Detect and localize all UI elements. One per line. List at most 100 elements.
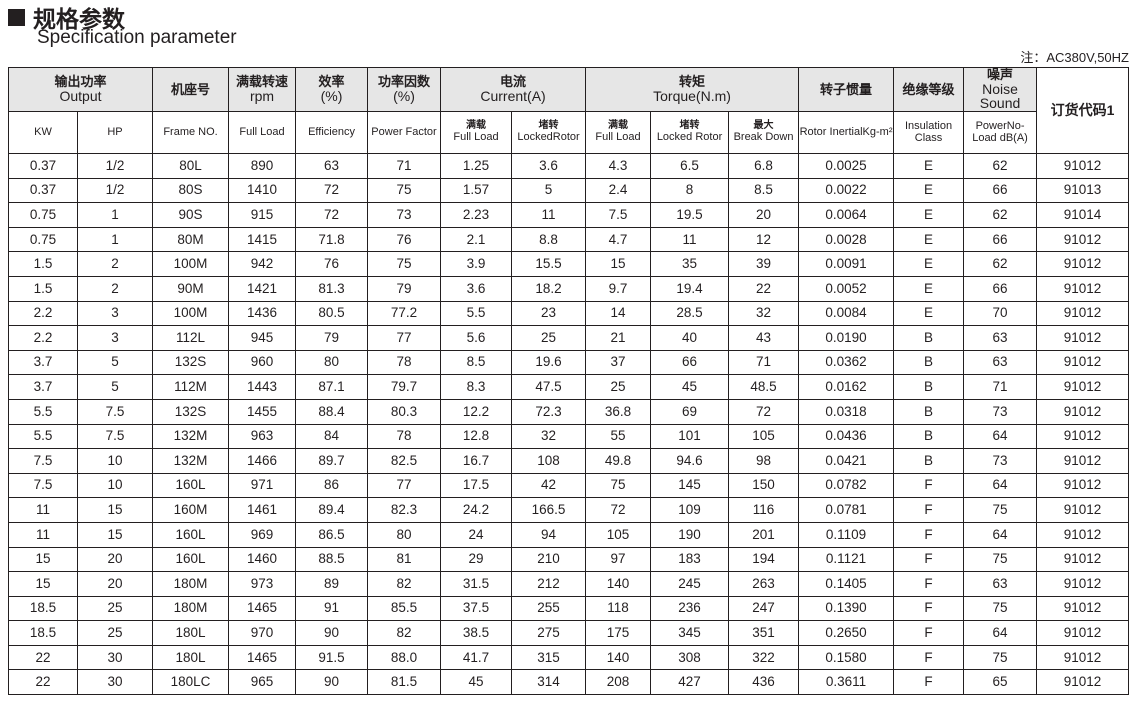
table-cell: 1.57 — [440, 177, 513, 204]
table-cell: 0.0782 — [798, 472, 895, 499]
table-cell: 29 — [440, 546, 513, 573]
table-cell: 17.5 — [440, 472, 513, 499]
table-cell: E — [893, 177, 965, 204]
table-cell: 8 — [650, 177, 730, 204]
column-group-header: 转矩 Torque(N.m) — [585, 66, 800, 113]
table-cell: 25 — [76, 620, 154, 646]
table-cell: 15 — [585, 251, 652, 277]
table-cell: 91012 — [1036, 620, 1130, 646]
table-cell: 91012 — [1036, 251, 1130, 277]
table-cell: 89.7 — [295, 448, 369, 474]
table-cell: 94.6 — [650, 448, 730, 474]
table-cell: 89 — [295, 571, 369, 597]
table-cell: 79 — [367, 275, 442, 302]
table-cell: 105 — [585, 521, 652, 548]
table-cell: 76 — [295, 251, 369, 277]
table-cell: 63 — [963, 571, 1038, 597]
header-en: LockedRotor — [517, 130, 580, 143]
header-en: Rotor InertialKg-m² — [799, 125, 893, 138]
table-cell: 11 — [650, 226, 730, 253]
table-cell: 1 — [76, 226, 154, 253]
table-cell: 48.5 — [728, 374, 800, 400]
table-cell: 80M — [152, 226, 230, 253]
table-cell: 315 — [511, 644, 587, 671]
table-cell: 90 — [295, 669, 369, 696]
table-cell: F — [893, 497, 965, 523]
column-header: Power Factor — [367, 111, 442, 155]
table-cell: 0.0190 — [798, 325, 895, 351]
table-cell: 1415 — [228, 226, 297, 253]
column-header: HP — [76, 111, 154, 155]
column-header: Full Load — [228, 111, 297, 155]
table-cell: 21 — [585, 325, 652, 351]
table-cell: 80S — [152, 177, 230, 204]
header-en: (%) — [320, 87, 343, 104]
table-cell: 90 — [295, 620, 369, 646]
table-cell: 80L — [152, 153, 230, 179]
table-row: 1.5 2 100M 942 76 75 3.9 15.5 15 35 39 0.0091 E 62 910… — [8, 251, 1130, 277]
table-cell: 4.3 — [585, 153, 652, 179]
table-cell: 22 — [8, 644, 78, 671]
table-cell: 15 — [76, 521, 154, 548]
table-row: 18.5 25 180L 970 90 82 38.5 275 175 345 351 0.2650 F… — [8, 620, 1130, 646]
header-en: Noise Sound — [979, 80, 1021, 112]
table-cell: 5 — [76, 349, 154, 376]
table-cell: 82 — [367, 571, 442, 597]
table-cell: 28.5 — [650, 300, 730, 327]
table-cell: 91.5 — [295, 644, 369, 671]
table-cell: 86.5 — [295, 521, 369, 548]
table-cell: 97 — [585, 546, 652, 573]
table-cell: 0.1121 — [798, 546, 895, 573]
table-cell: 30 — [76, 669, 154, 696]
section-title: 规格参数 — [8, 0, 125, 34]
table-cell: 77 — [367, 325, 442, 351]
table-cell: B — [893, 374, 965, 400]
table-cell: 969 — [228, 521, 297, 548]
table-cell: 12.8 — [440, 423, 513, 450]
table-cell: 75 — [585, 472, 652, 499]
table-cell: 314 — [511, 669, 587, 696]
table-row: 3.7 5 132S 960 80 78 8.5 19.6 37 66 71 0.0362 B 63 910… — [8, 349, 1130, 376]
table-cell: 427 — [650, 669, 730, 696]
table-cell: 88.0 — [367, 644, 442, 671]
table-cell: 1410 — [228, 177, 297, 204]
table-cell: 18.5 — [8, 620, 78, 646]
table-cell: 39 — [728, 251, 800, 277]
table-cell: 2.2 — [8, 325, 78, 351]
column-header: Frame NO. — [152, 111, 230, 155]
table-cell: F — [893, 546, 965, 573]
column-header: Efficiency — [295, 111, 369, 155]
table-cell: B — [893, 423, 965, 450]
table-cell: 91012 — [1036, 521, 1130, 548]
table-cell: 194 — [728, 546, 800, 573]
header-en: Frame NO. — [163, 125, 218, 138]
table-cell: 94 — [511, 521, 587, 548]
table-cell: 78 — [367, 349, 442, 376]
table-cell: 180M — [152, 571, 230, 597]
table-cell: 2.23 — [440, 202, 513, 228]
column-header: Rotor InertialKg-m² — [798, 111, 895, 155]
table-cell: 16.7 — [440, 448, 513, 474]
table-cell: 351 — [728, 620, 800, 646]
table-cell: E — [893, 300, 965, 327]
square-bullet-icon — [8, 8, 25, 26]
table-cell: 166.5 — [511, 497, 587, 523]
table-cell: 1461 — [228, 497, 297, 523]
table-cell: 160L — [152, 521, 230, 548]
table-cell: 140 — [585, 644, 652, 671]
table-cell: 0.3611 — [798, 669, 895, 696]
table-cell: 82.5 — [367, 448, 442, 474]
table-cell: 72 — [295, 177, 369, 204]
table-cell: 160L — [152, 472, 230, 499]
table-cell: 75 — [963, 497, 1038, 523]
table-cell: 0.1390 — [798, 595, 895, 622]
header-cn: 效率 — [318, 74, 345, 90]
table-cell: 19.5 — [650, 202, 730, 228]
table-cell: 15 — [8, 546, 78, 573]
table-cell: 32 — [511, 423, 587, 450]
table-cell: 75 — [963, 644, 1038, 671]
table-row: 5.5 7.5 132M 963 84 78 12.8 32 55 101 105 0.0436 B 64… — [8, 423, 1130, 450]
table-cell: 32 — [728, 300, 800, 327]
table-cell: 1.5 — [8, 275, 78, 302]
table-cell: 72 — [585, 497, 652, 523]
